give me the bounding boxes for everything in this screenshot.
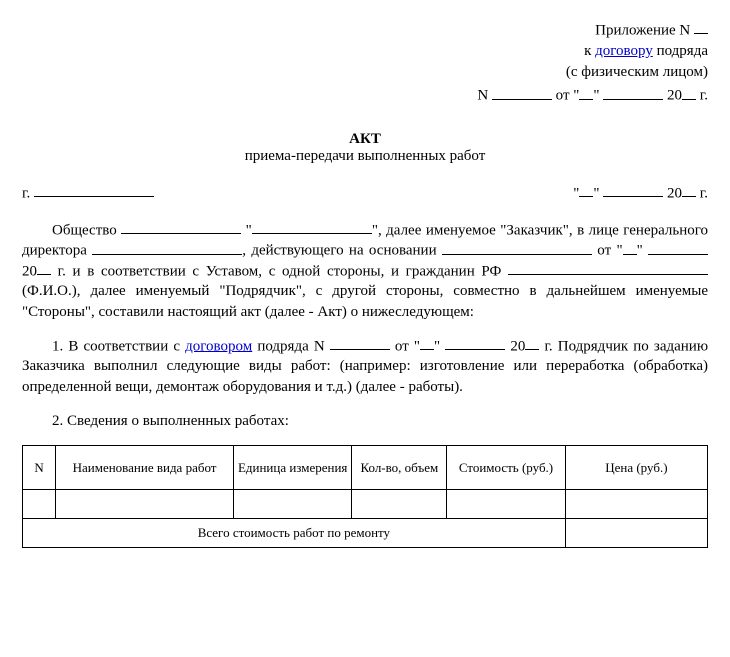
appendix-line-2: к договору подряда: [22, 43, 708, 60]
blank: [34, 183, 154, 197]
col-cost: Стоимость (руб.): [447, 446, 566, 490]
city-date-row: г. "" 20 г.: [22, 183, 708, 202]
col-name: Наименование вида работ: [56, 446, 234, 490]
cell: [56, 490, 234, 519]
blank: [682, 183, 696, 197]
table-header-row: N Наименование вида работ Единица измере…: [23, 446, 708, 490]
contract-link-2[interactable]: договором: [185, 338, 252, 354]
text: подряда: [657, 43, 708, 59]
blank: [121, 220, 241, 234]
city-cell: г.: [22, 183, 154, 202]
blank: [623, 240, 637, 254]
text: к: [584, 43, 591, 59]
year20: 20: [22, 263, 37, 279]
preamble: Общество "", далее именуемое "Заказчик",…: [22, 220, 708, 322]
blank: [579, 85, 593, 99]
blank: [508, 261, 708, 275]
col-price: Цена (руб.): [565, 446, 707, 490]
cell: [447, 490, 566, 519]
title-block: АКТ приема-передачи выполненных работ: [22, 131, 708, 165]
from-label: от: [556, 88, 570, 104]
text: Общество: [52, 222, 117, 238]
blank: [37, 261, 51, 275]
total-value: [565, 519, 707, 548]
blank: [252, 220, 372, 234]
blank: [648, 240, 708, 254]
cell: [233, 490, 352, 519]
from: от: [597, 243, 611, 259]
text: подряда N: [257, 338, 324, 354]
blank: [92, 240, 242, 254]
blank: [330, 336, 390, 350]
date-cell: "" 20 г.: [573, 183, 708, 202]
cell: [565, 490, 707, 519]
tail: г. и в соответствии с Уставом, с одной с…: [58, 263, 502, 279]
col-unit: Единица измерения: [233, 446, 352, 490]
fio-tail: (Ф.И.О.), далее именуемый "Подрядчик", с…: [22, 283, 708, 319]
blank: [492, 85, 552, 99]
blank: [442, 240, 592, 254]
cell: [352, 490, 447, 519]
text: 1. В соответствии с: [52, 338, 180, 354]
col-qty: Кол-во, объем: [352, 446, 447, 490]
year-g: г.: [700, 88, 708, 104]
year20: 20: [510, 338, 525, 354]
from: от: [395, 338, 409, 354]
contract-link[interactable]: договору: [595, 43, 653, 59]
appendix-line-4: N от "" 20 г.: [22, 85, 708, 104]
blank: [682, 85, 696, 99]
blank: [603, 85, 663, 99]
num-label: N: [477, 88, 488, 104]
table-row: [23, 490, 708, 519]
title-main: АКТ: [22, 131, 708, 148]
blank: [420, 336, 434, 350]
point-2: 2. Сведения о выполненных работах:: [22, 411, 708, 431]
blank: [445, 336, 505, 350]
title-sub: приема-передачи выполненных работ: [22, 148, 708, 165]
works-table: N Наименование вида работ Единица измере…: [22, 445, 708, 548]
appendix-line-1: Приложение N: [22, 20, 708, 39]
year20: 20: [667, 88, 682, 104]
blank: [579, 183, 593, 197]
text: Приложение N: [595, 22, 690, 38]
total-label: Всего стоимость работ по ремонту: [23, 519, 566, 548]
blank: [603, 183, 663, 197]
year20: 20: [667, 185, 682, 201]
point-1: 1. В соответствии с договором подряда N …: [22, 336, 708, 397]
blank: [694, 20, 708, 34]
col-n: N: [23, 446, 56, 490]
blank: [525, 336, 539, 350]
table-total-row: Всего стоимость работ по ремонту: [23, 519, 708, 548]
text: , действующего на основании: [242, 243, 436, 259]
cell: [23, 490, 56, 519]
year-g: г.: [700, 185, 708, 201]
city-label: г.: [22, 185, 30, 201]
appendix-line-3: (с физическим лицом): [22, 64, 708, 81]
